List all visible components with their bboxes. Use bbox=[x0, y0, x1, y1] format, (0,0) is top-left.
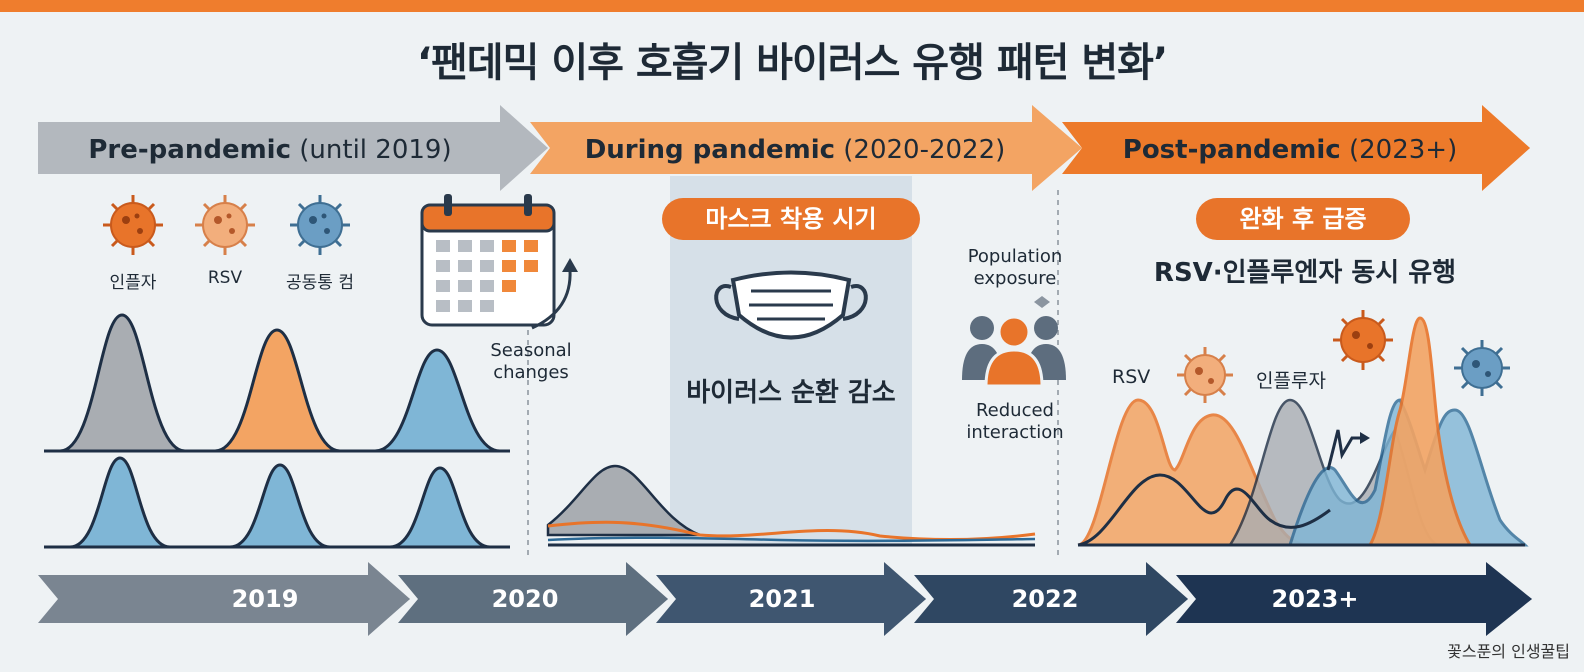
virus-circulation-caption: 바이러스 순환 감소 bbox=[686, 378, 896, 408]
influenza-virus-icon bbox=[103, 195, 163, 255]
pre-row2-peak-2 bbox=[229, 463, 331, 549]
year-arrow-2019-head bbox=[368, 562, 410, 636]
page-title: ‘팬데믹 이후 호흡기 바이러스 유행 패턴 변화’ bbox=[416, 40, 1168, 86]
post-zigzag-arrow bbox=[1326, 429, 1362, 471]
year-label-2023: 2023+ bbox=[1271, 585, 1359, 613]
during-blue-line bbox=[547, 536, 1036, 543]
seasonal-changes-label: Seasonal changes bbox=[490, 340, 572, 383]
pre-cold-peak bbox=[374, 348, 501, 453]
year-arrow-2021-head bbox=[884, 562, 926, 636]
year-arrow-2020-head bbox=[626, 562, 668, 636]
population-icon bbox=[962, 296, 1066, 388]
era-label-post: Post-pandemic (2023+) bbox=[1085, 130, 1495, 170]
post-cold-virus-icon bbox=[1454, 340, 1510, 396]
year-arrow-2022 bbox=[914, 575, 1188, 623]
era-post-name: Post-pandemic bbox=[1122, 135, 1341, 165]
era-arrow-post-head bbox=[1482, 105, 1530, 191]
year-arrow-2020 bbox=[398, 575, 668, 623]
post-label-rsv: RSV bbox=[1112, 366, 1151, 388]
rsv-virus-icon bbox=[195, 195, 255, 255]
era-arrow-post bbox=[1062, 122, 1530, 174]
era-arrow-during bbox=[530, 122, 1082, 174]
era-pre-range: (until 2019) bbox=[291, 135, 452, 165]
era-label-during: During pandemic (2020-2022) bbox=[560, 130, 1030, 170]
year-label-2019: 2019 bbox=[231, 585, 299, 613]
pre-row2-peak-1 bbox=[69, 456, 171, 549]
post-zigzag-arrowhead bbox=[1360, 432, 1370, 444]
mask-period-pill: 마스크 착용 시기 bbox=[662, 198, 920, 240]
credit-watermark: 꽃스푼의 인생꿀팁 bbox=[1447, 642, 1570, 661]
pre-flu-peak bbox=[59, 313, 186, 453]
common-cold-virus-icon bbox=[290, 195, 350, 255]
era-during-range: (2020-2022) bbox=[835, 135, 1006, 165]
year-arrow-2023-head bbox=[1486, 562, 1532, 636]
post-surge-pill: 완화 후 급증 bbox=[1196, 198, 1410, 240]
virus-label-rsv: RSV bbox=[207, 268, 243, 288]
era-during-name: During pandemic bbox=[584, 135, 836, 165]
year-arrow-2019 bbox=[38, 575, 410, 623]
year-label-2021: 2021 bbox=[748, 585, 816, 613]
post-label-flu: 인플루자 bbox=[1256, 370, 1326, 392]
virus-label-cold: 공동통 컴 bbox=[286, 273, 354, 293]
reduced-interaction-label: Reduced interaction bbox=[966, 400, 1064, 443]
post-navy-line bbox=[1077, 473, 1331, 547]
post-headline: RSV·인플루엔자 동시 유행 bbox=[1153, 258, 1457, 288]
population-exposure-label: Population exposure bbox=[967, 246, 1063, 289]
during-gray-peak bbox=[546, 464, 701, 537]
era-arrow-pre bbox=[38, 122, 548, 174]
post-flu-area bbox=[1367, 316, 1473, 547]
mask-icon bbox=[714, 270, 868, 340]
era-post-range: (2023+) bbox=[1340, 135, 1458, 165]
post-rsv-virus-icon bbox=[1177, 347, 1233, 403]
year-label-2022: 2022 bbox=[1011, 585, 1079, 613]
year-label-2020: 2020 bbox=[491, 585, 559, 613]
post-flu-virus-icon bbox=[1333, 310, 1393, 370]
top-accent-bar bbox=[0, 0, 1584, 12]
era-arrow-pre-head bbox=[500, 105, 548, 191]
pre-rsv-peak bbox=[214, 328, 341, 453]
era-pre-name: Pre-pandemic bbox=[88, 135, 292, 165]
year-arrow-2021 bbox=[656, 575, 926, 623]
year-arrow-2023 bbox=[1176, 575, 1532, 623]
virus-label-flu: 인플자 bbox=[109, 273, 157, 293]
year-arrow-2022-head bbox=[1146, 562, 1188, 636]
era-arrow-during-head bbox=[1032, 105, 1082, 191]
calendar-icon bbox=[420, 194, 578, 330]
era-label-pre: Pre-pandemic (until 2019) bbox=[40, 130, 500, 170]
pre-row2-peak-3 bbox=[389, 466, 491, 549]
